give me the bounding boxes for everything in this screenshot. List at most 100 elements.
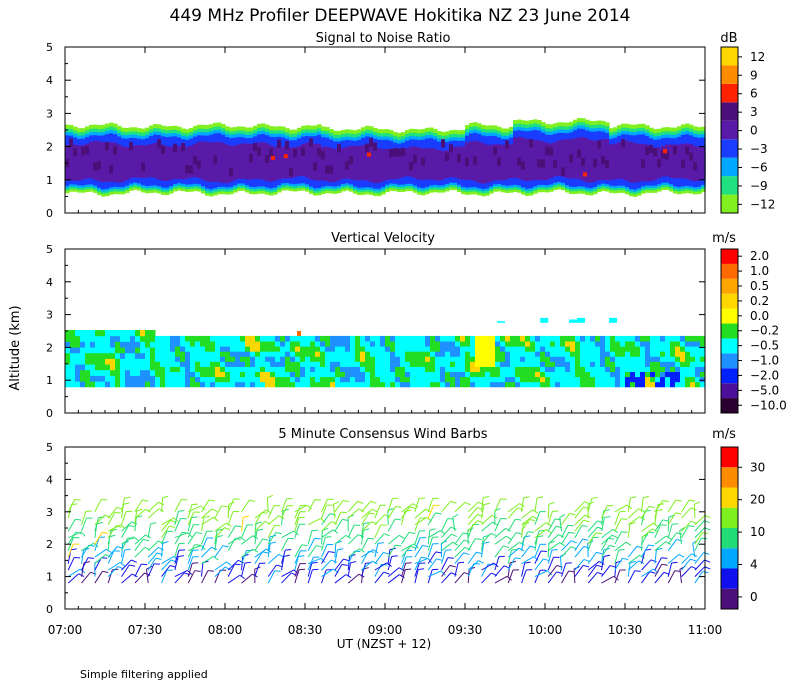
wb-panel-title: 5 Minute Consensus Wind Barbs [278, 427, 487, 442]
vv-cell [435, 366, 441, 373]
wind-barb [334, 511, 342, 525]
vv-cell [175, 371, 181, 378]
vv-cell [675, 346, 681, 352]
vv-cell [125, 335, 131, 342]
vv-cell [600, 335, 606, 342]
colorbar-swatch [721, 308, 738, 324]
vv-cell [660, 361, 666, 367]
vv-cell [365, 381, 371, 388]
vv-cell [95, 341, 101, 348]
vv-cell [625, 356, 631, 362]
vv-cell [420, 376, 426, 383]
wind-barb [441, 518, 449, 532]
vv-cell [475, 366, 481, 373]
vv-cell [435, 356, 441, 362]
colorbar-swatch [721, 338, 738, 354]
vv-cell [235, 381, 241, 388]
vv-cell [555, 356, 561, 362]
vv-cell [645, 366, 651, 373]
wind-barb-feather [451, 533, 458, 538]
vv-cell [235, 335, 241, 342]
vv-cell [685, 376, 691, 383]
wind-barb-feather [306, 504, 313, 510]
vv-cell [497, 321, 505, 323]
wind-barb [187, 511, 195, 525]
vv-cell [320, 366, 326, 373]
wind-barb-feather [224, 527, 231, 531]
vv-cell [195, 381, 201, 388]
vv-cell [670, 356, 676, 362]
wind-barb [294, 563, 301, 577]
vv-cell [110, 381, 116, 388]
vv-cell [355, 335, 361, 342]
vv-cell [195, 361, 201, 367]
vv-cell [290, 335, 296, 342]
vv-cell [615, 381, 621, 388]
vv-cell [85, 330, 91, 337]
vv-cell [505, 356, 511, 362]
vv-cell [635, 351, 641, 357]
vv-cell [685, 366, 691, 373]
wind-barb [334, 500, 344, 513]
vv-cell [80, 369, 86, 376]
wind-barb-feather [391, 555, 398, 558]
vv-cell [630, 335, 636, 342]
vv-cell [375, 335, 381, 342]
snr-cell [381, 149, 386, 182]
snr-cell [73, 144, 78, 181]
colorbar-swatch [721, 588, 738, 609]
wind-barb-feather [440, 570, 446, 576]
wind-barb [361, 563, 367, 577]
snr-cell [369, 144, 374, 183]
vv-cell [255, 381, 261, 388]
wind-barb [107, 512, 116, 525]
snr-cell [477, 141, 482, 183]
vv-cell [305, 376, 311, 383]
vv-cell [505, 346, 511, 352]
vv-cell [295, 356, 301, 362]
vv-cell [500, 381, 506, 388]
wind-barb [67, 499, 76, 513]
wind-barb [107, 507, 118, 519]
vv-cell [470, 376, 476, 383]
vv-cell [460, 366, 466, 373]
vv-cell [100, 358, 106, 365]
vv-cell [185, 381, 191, 388]
wind-barb [427, 505, 434, 519]
wind-barb [694, 527, 706, 539]
wind-barb [188, 544, 202, 552]
wind-barb [134, 508, 146, 519]
wind-barb [627, 545, 638, 558]
vv-cell [470, 381, 476, 388]
vv-cell [555, 371, 561, 378]
wind-barb [387, 534, 400, 545]
vv-cell [505, 371, 511, 378]
vv-cell [605, 351, 611, 357]
wind-barb [681, 520, 692, 532]
wind-barb [521, 515, 533, 526]
colorbar-label: −3 [750, 142, 768, 156]
vv-cell [430, 356, 436, 362]
snr-cell [309, 142, 314, 180]
wind-barb [321, 504, 327, 519]
vv-cell [315, 351, 321, 357]
wind-barb [227, 498, 235, 512]
wind-barb [427, 569, 433, 584]
vv-cell [225, 376, 231, 383]
wind-barb-feather [688, 525, 695, 528]
wind-barb [147, 557, 157, 571]
vv-cell [355, 351, 361, 357]
vv-cell [540, 381, 546, 388]
vv-cell [330, 361, 336, 367]
vv-cell [305, 366, 311, 373]
vv-cell [630, 376, 636, 383]
vv-cell [255, 361, 261, 367]
vv-cell [555, 351, 561, 357]
vv-cell [700, 381, 706, 388]
snr-cell [665, 151, 670, 160]
vv-cell [325, 346, 331, 352]
vv-cell [230, 376, 236, 383]
vv-cell [265, 366, 271, 373]
y-tick-label: 1 [46, 374, 53, 387]
vv-cell [435, 346, 441, 352]
